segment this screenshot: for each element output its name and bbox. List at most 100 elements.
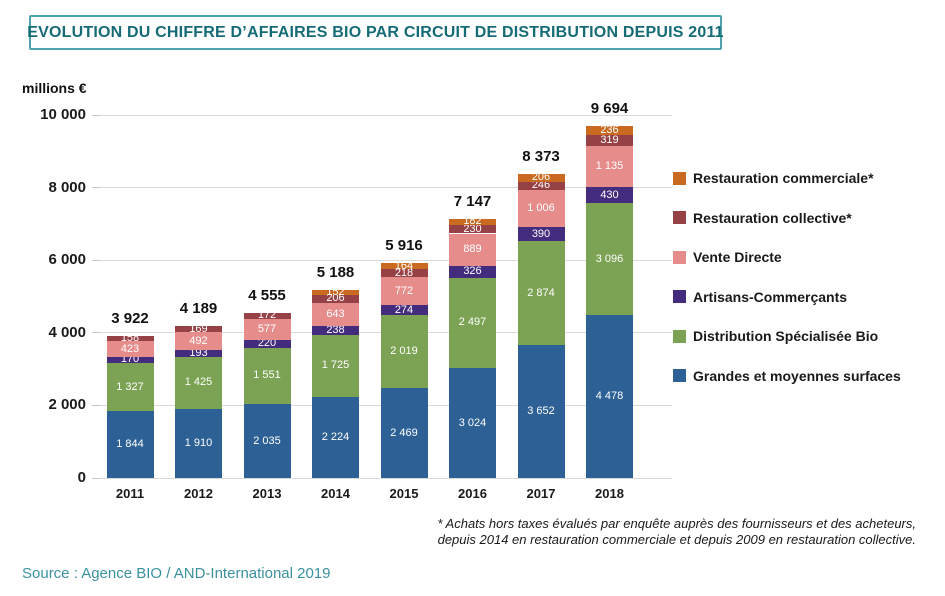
bar-segment: 1 910 <box>175 408 222 478</box>
segment-value-label: 1 425 <box>184 376 213 389</box>
y-axis-unit-label: millions € <box>22 80 87 96</box>
bar-total-label: 9 694 <box>590 100 629 118</box>
x-tick-label: 2017 <box>526 486 556 501</box>
segment-value-label: 4 478 <box>595 390 624 403</box>
bar-segment: 1 135 <box>586 146 633 188</box>
x-tick-label: 2016 <box>458 486 487 501</box>
bar-segment: 193 <box>175 346 222 359</box>
bar-segment: 3 652 <box>517 345 565 478</box>
segment-value-label: 423 <box>120 342 140 355</box>
y-tick-mark <box>92 187 100 189</box>
bar-segment: 577 <box>243 318 291 340</box>
bar-segment: 230 <box>449 222 496 235</box>
y-tick-mark <box>92 332 100 334</box>
footnote-line-1: * Achats hors taxes évalués par enquête … <box>437 516 916 531</box>
segment-value-label: 326 <box>463 265 482 278</box>
bar-segment: 236 <box>586 124 633 135</box>
bar-total-label: 3 922 <box>111 309 149 327</box>
bar-total-label: 5 188 <box>316 263 355 281</box>
bar-2014: 2 224 1 725 238 643 206 152 <box>312 115 359 478</box>
bar-segment: 2 874 <box>517 241 565 346</box>
segment-value-label: 164 <box>394 259 414 272</box>
segment-value-label: 193 <box>189 346 208 359</box>
legend-swatch <box>673 250 686 264</box>
segment-value-label: 577 <box>257 322 277 335</box>
bar-2013: 2 035 1 551 220 577 172 <box>243 115 291 478</box>
plot-area: 1 844 1 327 170 423 158 3 922 1 910 1 425 193 492… <box>92 100 672 479</box>
segment-value-label: 206 <box>531 171 551 184</box>
bar-segment: 2 497 <box>449 277 496 369</box>
segment-value-label: 1 551 <box>253 369 281 382</box>
bar-segment: 889 <box>449 233 496 266</box>
bar-segment: 1 327 <box>106 362 154 412</box>
bar-segment: 2 019 <box>380 315 428 389</box>
bar-total-label: 4 189 <box>179 299 218 317</box>
segment-value-label: 230 <box>463 222 482 235</box>
segment-value-label: 158 <box>120 332 140 345</box>
segment-value-label: 1 910 <box>184 436 213 449</box>
legend-item: Artisans-Commerçants <box>673 289 901 305</box>
x-tick-label: 2018 <box>595 486 624 501</box>
legend-item: Restauration commerciale* <box>673 170 901 186</box>
bar-2016: 3 024 2 497 326 889 230 182 <box>449 115 496 478</box>
bar-total-label: 7 147 <box>453 192 492 210</box>
segment-value-label: 3 096 <box>595 252 624 265</box>
y-tick-label: 6 000 <box>48 251 86 269</box>
bar-2011: 1 844 1 327 170 423 158 <box>106 115 154 478</box>
legend-item-label: Distribution Spécialisée Bio <box>693 328 879 344</box>
segment-value-label: 2 497 <box>458 316 487 329</box>
bar-segment: 390 <box>517 226 565 242</box>
source-credit: Source : Agence BIO / AND-International … <box>22 565 331 582</box>
bar-total-label: 8 373 <box>522 148 560 166</box>
legend-swatch <box>673 329 686 343</box>
bar-segment: 1 844 <box>106 411 154 478</box>
segment-value-label: 2 224 <box>321 431 350 444</box>
legend-swatch <box>673 211 686 224</box>
legend-item-label: Vente Directe <box>693 249 782 265</box>
bar-segment: 430 <box>586 187 633 204</box>
y-tick-mark <box>92 114 100 116</box>
y-tick-mark <box>92 404 100 406</box>
segment-value-label: 1 844 <box>116 438 144 451</box>
segment-value-label: 2 035 <box>253 434 281 447</box>
footnote-line-2: depuis 2014 en restauration commerciale … <box>437 531 916 547</box>
segment-value-label: 246 <box>531 179 551 192</box>
segment-value-label: 152 <box>326 285 345 298</box>
legend: Restauration commerciale* Restauration co… <box>673 170 901 408</box>
segment-value-label: 772 <box>394 284 414 297</box>
legend-item: Distribution Spécialisée Bio <box>673 328 901 344</box>
segment-value-label: 3 652 <box>527 405 555 418</box>
bar-segment: 158 <box>106 332 154 345</box>
segment-value-label: 169 <box>189 322 208 335</box>
bar-segment: 172 <box>243 310 291 321</box>
bar-segment: 182 <box>449 216 496 227</box>
bar-segment: 4 478 <box>586 315 633 478</box>
chart-title: EVOLUTION DU CHIFFRE D’AFFAIRES BIO PAR … <box>27 23 724 41</box>
segment-value-label: 1 135 <box>595 160 624 173</box>
bar-segment: 246 <box>517 179 565 192</box>
bar-segment: 1 725 <box>312 334 359 398</box>
segment-value-label: 218 <box>394 266 414 279</box>
bar-segment: 1 006 <box>517 190 565 227</box>
bar-segment: 164 <box>380 259 428 272</box>
legend-item: Restauration collective* <box>673 210 901 226</box>
gridline <box>100 477 672 479</box>
segment-value-label: 220 <box>257 337 277 350</box>
segment-value-label: 2 019 <box>390 345 418 358</box>
bar-segment: 218 <box>380 266 428 279</box>
bar-segment: 206 <box>517 171 565 184</box>
bar-segment: 220 <box>243 337 291 350</box>
bar-segment: 3 096 <box>586 203 633 316</box>
y-tick-label: 8 000 <box>48 178 86 196</box>
x-axis: 2011 2012 2013 2014 2015 2016 2017 2018 <box>100 486 672 506</box>
bar-segment: 238 <box>312 324 359 335</box>
bar-segment: 1 551 <box>243 347 291 405</box>
legend-item-label: Grandes et moyennes surfaces <box>693 367 901 384</box>
segment-value-label: 390 <box>531 227 551 240</box>
bar-segment: 169 <box>175 322 222 335</box>
bar-segment: 772 <box>380 277 428 306</box>
segment-value-label: 1 327 <box>116 380 144 393</box>
x-tick-label: 2015 <box>389 486 419 501</box>
bar-segment: 2 035 <box>243 404 291 478</box>
